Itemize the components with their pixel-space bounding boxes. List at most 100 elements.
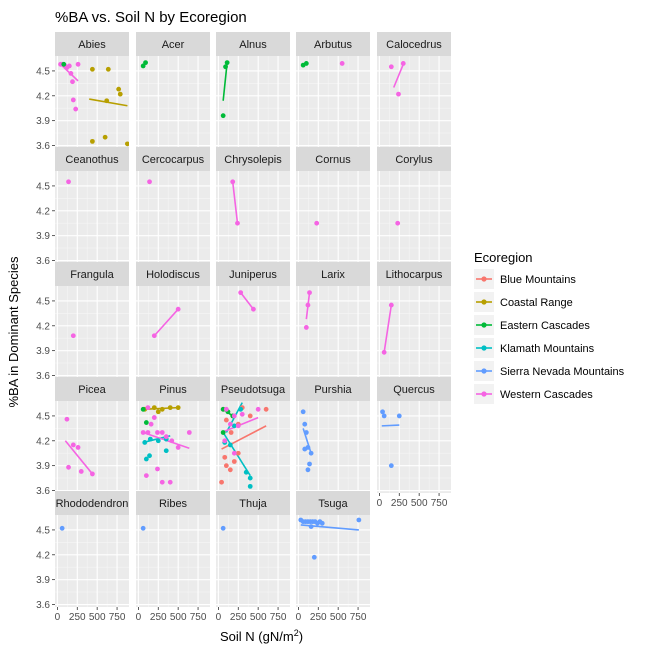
facet-panel: Rhododendron 3.6 3.9 4.2 4.5 0 250 500 750 (36, 491, 129, 623)
regression-line (153, 308, 179, 337)
panel-content (66, 179, 71, 185)
facet-panel: Frangula 3.6 3.9 4.2 4.5 (36, 262, 129, 382)
facet-panel: Abies 3.6 3.9 4.2 4.5 (36, 32, 129, 152)
data-point (247, 413, 253, 419)
facet-strip (296, 377, 370, 401)
panel-background (136, 515, 210, 607)
data-point (140, 63, 146, 69)
panel-background (377, 171, 451, 263)
data-point (388, 463, 394, 469)
facet-strip (216, 377, 290, 401)
data-point (303, 430, 309, 435)
data-point (227, 421, 233, 427)
data-point (151, 333, 157, 339)
data-point (143, 473, 149, 478)
x-tick-label: 500 (250, 612, 267, 623)
data-point (64, 416, 70, 422)
facet-strip-label: Cornus (315, 154, 351, 166)
data-point (231, 459, 237, 464)
y-tick-label: 4.2 (36, 206, 50, 217)
data-point (308, 450, 314, 456)
data-point (396, 413, 402, 419)
facet-strip-label: Alnus (239, 39, 267, 51)
regression-line (392, 63, 404, 88)
legend: Ecoregion Blue Mountains Coastal Range Eas… (474, 250, 625, 404)
x-tick-label: 250 (69, 612, 86, 623)
panel-content (314, 220, 320, 226)
facet-strip-label: Juniperus (229, 269, 277, 281)
y-axis-title: %BA in Dominant Species (6, 256, 21, 408)
panel-background (377, 56, 451, 148)
y-tick-label: 3.6 (36, 371, 50, 382)
data-point (305, 302, 311, 308)
panel-background (377, 401, 451, 493)
facet-panel: Lithocarpus (377, 262, 451, 378)
data-point (66, 63, 72, 69)
facet-strip (55, 377, 129, 401)
y-tick-label: 3.9 (36, 231, 50, 242)
panel-content (140, 525, 146, 531)
data-point (230, 179, 236, 185)
data-point (73, 106, 79, 112)
legend-key-point (481, 345, 487, 351)
panel-background (296, 515, 370, 607)
data-point (227, 467, 233, 473)
data-point (303, 61, 309, 66)
panel-content (140, 405, 192, 485)
data-point (66, 179, 71, 185)
facet-strip (55, 262, 129, 286)
regression-line (383, 304, 393, 353)
data-point (104, 98, 110, 104)
facet-strip-label: Calocedrus (386, 39, 442, 51)
y-tick-label: 3.9 (36, 116, 50, 127)
y-tick-label: 4.2 (36, 436, 50, 447)
facet-strip-label: Larix (321, 269, 345, 281)
facet-panel: Cornus (296, 147, 370, 263)
regression-line (64, 440, 94, 475)
panel-content (140, 60, 148, 69)
facet-strip-label: Ribes (159, 498, 188, 510)
data-point (117, 91, 123, 97)
panel-background (296, 286, 370, 378)
data-point (300, 409, 306, 415)
panel-background (55, 171, 129, 263)
panel-background (296, 171, 370, 263)
data-point (388, 64, 394, 70)
x-tick-label: 250 (310, 612, 327, 623)
data-point (235, 423, 241, 429)
data-point (224, 60, 230, 66)
facet-strip-label: Abies (78, 39, 106, 51)
panel-content (298, 517, 362, 560)
data-point (159, 406, 165, 412)
data-point (167, 405, 173, 411)
facet-panel: Ceanothus 3.6 3.9 4.2 4.5 (36, 147, 129, 267)
panel-content (388, 61, 406, 97)
legend-entry: Coastal Range (474, 292, 573, 312)
data-point (222, 438, 228, 444)
panel-content (230, 179, 240, 226)
data-point (235, 220, 240, 226)
facet-strip (296, 491, 370, 515)
data-point (163, 448, 169, 454)
legend-entry: Blue Mountains (474, 269, 576, 289)
data-point (220, 525, 226, 531)
data-point (219, 479, 224, 485)
data-point (75, 445, 81, 450)
data-point (70, 97, 76, 103)
legend-key-point (481, 299, 487, 305)
facet-strip-label: Purshia (314, 384, 352, 396)
data-point (303, 325, 309, 330)
x-tick-label: 500 (411, 498, 428, 509)
data-point (143, 420, 149, 425)
facet-panel: Ribes 0 250 500 750 (136, 491, 210, 623)
data-point (308, 524, 314, 530)
facet-strip (377, 32, 451, 56)
data-point (263, 406, 269, 412)
data-point (143, 60, 148, 66)
data-point (231, 450, 237, 456)
y-tick-label: 4.5 (36, 525, 50, 536)
data-point (319, 520, 325, 526)
facet-strip (55, 32, 129, 56)
